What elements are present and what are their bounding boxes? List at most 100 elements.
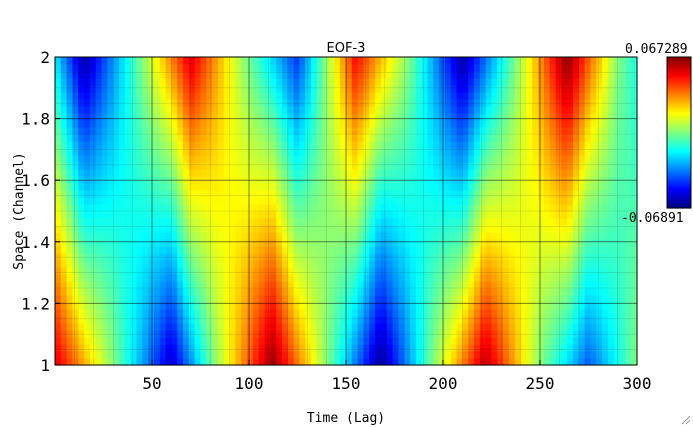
heatmap-cell	[293, 169, 301, 177]
heatmap-cell	[153, 323, 161, 331]
heatmap-cell	[200, 197, 207, 205]
heatmap-cell	[276, 225, 283, 233]
heatmap-cell	[479, 351, 487, 359]
heatmap-cell	[206, 218, 213, 226]
heatmap-cell	[311, 85, 318, 93]
heatmap-cell	[351, 344, 359, 352]
heatmap-cell	[142, 351, 149, 359]
heatmap-cell	[252, 204, 260, 212]
heatmap-cell	[322, 197, 330, 205]
heatmap-cell	[84, 246, 91, 254]
heatmap-cell	[89, 309, 97, 317]
heatmap-cell	[188, 211, 196, 219]
heatmap-cell	[293, 218, 301, 226]
heatmap-cell	[287, 218, 295, 226]
heatmap-cell	[55, 239, 62, 247]
heatmap-cell	[433, 106, 440, 114]
heatmap-cell	[241, 246, 248, 254]
heatmap-cell	[613, 120, 621, 128]
heatmap-cell	[619, 267, 626, 275]
heatmap-cell	[357, 211, 365, 219]
heatmap-cell	[468, 309, 475, 317]
heatmap-cell	[55, 358, 62, 366]
heatmap-cell	[450, 344, 458, 352]
heatmap-cell	[171, 246, 178, 254]
heatmap-cell	[613, 218, 621, 226]
heatmap-cell	[60, 260, 68, 268]
heatmap-cell	[60, 267, 68, 275]
heatmap-cell	[252, 92, 260, 100]
heatmap-cell	[107, 316, 114, 324]
heatmap-cell	[113, 274, 120, 282]
heatmap-cell	[357, 113, 365, 121]
heatmap-cell	[549, 246, 557, 254]
heatmap-cell	[287, 183, 295, 191]
heatmap-cell	[130, 127, 138, 135]
heatmap-cell	[229, 169, 237, 177]
heatmap-cell	[270, 323, 277, 331]
heatmap-cell	[258, 260, 266, 268]
heatmap-cell	[549, 225, 557, 233]
heatmap-cell	[130, 260, 138, 268]
heatmap-cell	[194, 120, 202, 128]
heatmap-cell	[119, 197, 126, 205]
heatmap-cell	[148, 71, 155, 79]
heatmap-cell	[386, 239, 394, 247]
heatmap-cell	[462, 295, 469, 303]
heatmap-cell	[136, 302, 143, 310]
heatmap-cell	[95, 274, 103, 282]
heatmap-cell	[526, 351, 533, 359]
heatmap-cell	[607, 218, 615, 226]
heatmap-cell	[183, 148, 190, 156]
heatmap-cell	[305, 246, 312, 254]
heatmap-cell	[78, 113, 85, 121]
heatmap-cell	[578, 106, 586, 114]
heatmap-cell	[124, 225, 132, 233]
heatmap-cell	[375, 337, 382, 345]
heatmap-cell	[392, 204, 399, 212]
heatmap-cell	[153, 78, 161, 86]
heatmap-cell	[142, 316, 149, 324]
heatmap-cell	[119, 141, 126, 149]
heatmap-cell	[171, 295, 178, 303]
heatmap-cell	[543, 197, 551, 205]
heatmap-cell	[415, 211, 423, 219]
heatmap-cell	[590, 316, 597, 324]
heatmap-cell	[584, 134, 592, 142]
heatmap-cell	[532, 148, 539, 156]
heatmap-cell	[415, 316, 423, 324]
heatmap-cell	[194, 253, 202, 261]
heatmap-cell	[631, 211, 638, 219]
resize-grip-icon[interactable]	[681, 415, 691, 425]
heatmap-cell	[433, 64, 440, 72]
heatmap-cell	[346, 183, 353, 191]
heatmap-cell	[357, 169, 365, 177]
heatmap-cell	[456, 197, 463, 205]
heatmap-cell	[375, 218, 382, 226]
heatmap-cell	[508, 232, 516, 240]
heatmap-cell	[142, 274, 149, 282]
heatmap-cell	[212, 148, 219, 156]
heatmap-cell	[287, 57, 295, 65]
heatmap-cell	[584, 323, 592, 331]
heatmap-cell	[607, 337, 615, 345]
heatmap-cell	[130, 92, 138, 100]
heatmap-cell	[287, 274, 295, 282]
heatmap-cell	[84, 225, 91, 233]
heatmap-cell	[346, 127, 353, 135]
heatmap-cell	[567, 274, 574, 282]
heatmap-cell	[450, 106, 458, 114]
heatmap-cell	[113, 113, 120, 121]
heatmap-cell	[60, 71, 68, 79]
heatmap-cell	[375, 330, 382, 338]
heatmap-cell	[142, 78, 149, 86]
heatmap-cell	[578, 267, 586, 275]
heatmap-cell	[159, 85, 167, 93]
x-tick-label: 250	[526, 374, 555, 393]
heatmap-cell	[561, 85, 568, 93]
heatmap-cell	[398, 337, 405, 345]
heatmap-cell	[602, 330, 609, 338]
heatmap-cell	[311, 106, 318, 114]
heatmap-cell	[369, 288, 376, 296]
heatmap-cell	[299, 316, 306, 324]
